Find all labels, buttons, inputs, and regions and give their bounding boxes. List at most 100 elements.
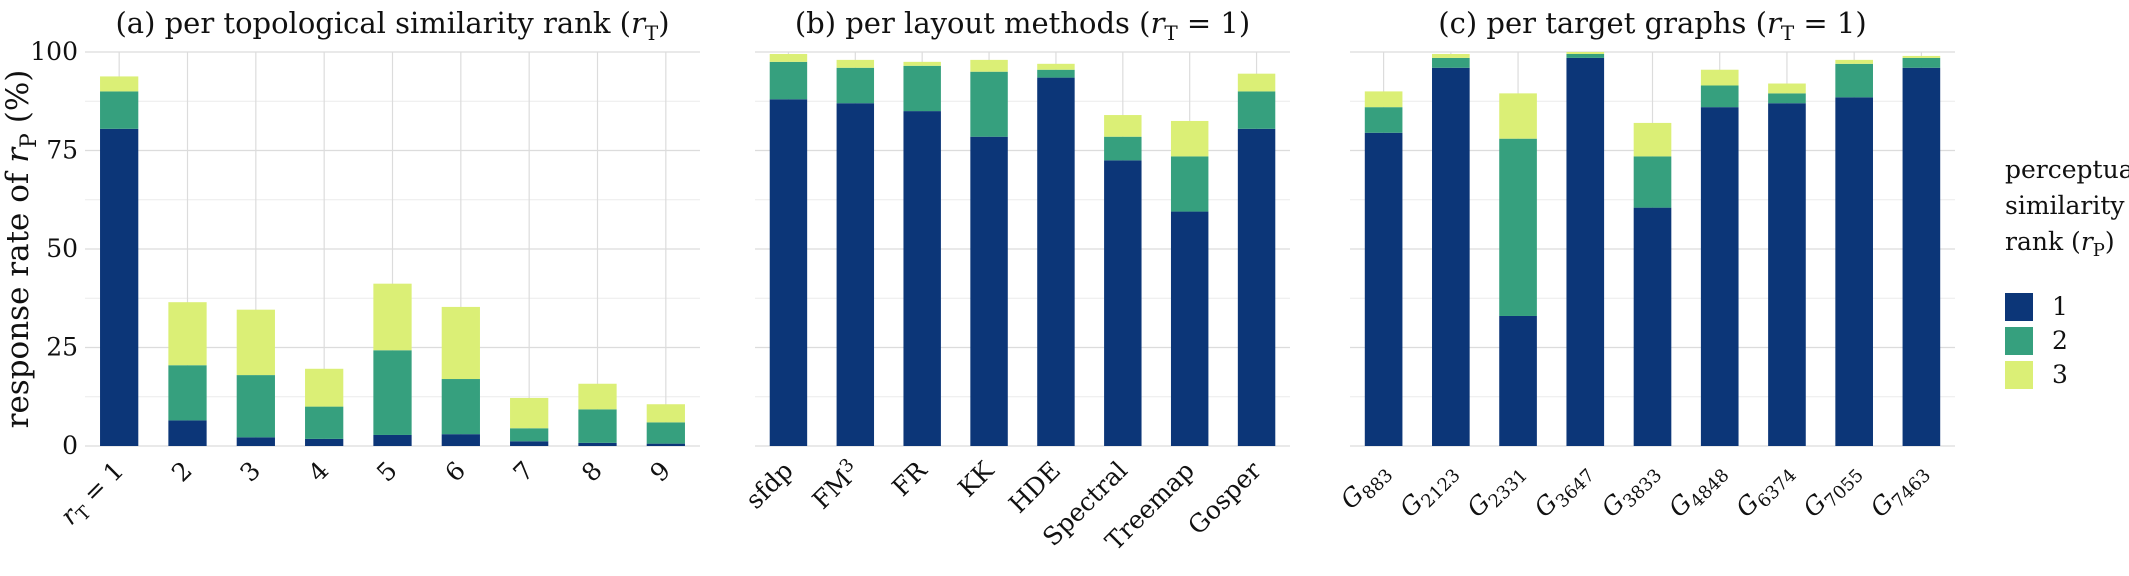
x-tick-label: FR [886, 455, 933, 502]
y-tick-label: 0 [62, 431, 78, 460]
bar-segment-rank-3 [646, 404, 685, 423]
legend-swatch [2005, 361, 2033, 389]
bar-segment-rank-3 [836, 59, 875, 68]
bar-segment-rank-1 [1700, 107, 1739, 446]
bar-segment-rank-3 [100, 76, 139, 92]
bar-segment-rank-3 [1499, 93, 1537, 139]
bar-segment-rank-1 [510, 441, 549, 446]
legend-title: rank (rP​) [2005, 227, 2115, 261]
bar-segment-rank-1 [578, 442, 617, 446]
bar-segment-rank-2 [1037, 69, 1075, 78]
bar-segment-rank-2 [1768, 93, 1806, 104]
chart-panel-3: G883​G2123​G2331​G3647​G3833​G4848​G6374… [1335, 6, 1955, 527]
bar-segment-rank-2 [1633, 156, 1672, 208]
bar-segment-rank-3 [1364, 91, 1403, 108]
bar-segment-rank-3 [305, 368, 344, 407]
x-tick-label: KK [952, 455, 1000, 503]
bar-segment-rank-3 [1104, 115, 1142, 137]
bar-segment-rank-2 [836, 67, 875, 104]
bar-segment-rank-3 [1633, 122, 1672, 157]
bar-segment-rank-1 [1432, 67, 1470, 446]
legend-title: perceptual [2005, 155, 2129, 184]
legend: perceptual similarity rank (rP​) 1 2 3 [2005, 155, 2129, 389]
legend-label: 2 [2052, 326, 2068, 355]
x-tick-label: G883​ [1335, 456, 1397, 518]
chart-panels: rT​ = 1 2 3 4 5 6 7 8 9 (a) per topological simil… [55, 6, 1955, 556]
x-tick-label: G4848​ [1663, 456, 1734, 527]
bar-segment-rank-1 [769, 99, 808, 446]
bars [769, 53, 1276, 447]
x-tick-label: 3 [234, 456, 266, 488]
bar-segment-rank-2 [1499, 138, 1537, 316]
bar-segment-rank-2 [441, 379, 480, 435]
x-tick-label: Gosper [1182, 456, 1267, 541]
x-tick-label: G3833​ [1596, 456, 1667, 527]
bar-segment-rank-2 [1902, 57, 1941, 68]
bar-segment-rank-1 [100, 128, 139, 446]
bar-segment-rank-3 [1237, 73, 1276, 92]
panel-title: (a) per topological similarity rank (rT​… [115, 6, 669, 45]
bar-segment-rank-2 [1835, 63, 1873, 98]
x-tick-label: G2331​ [1461, 456, 1532, 527]
panel-title: (b) per layout methods (rT​ = 1) [795, 6, 1250, 45]
bar-segment-rank-1 [441, 434, 480, 446]
bar-segment-rank-1 [903, 111, 941, 446]
bar-segment-rank-3 [373, 283, 412, 351]
bar-segment-rank-1 [836, 103, 875, 446]
bar-segment-rank-3 [903, 61, 941, 66]
x-tick-label: 4 [303, 456, 335, 488]
x-tick-label: 9 [644, 456, 676, 488]
legend-title: similarity [2005, 191, 2125, 220]
x-tick-label: G7463​ [1865, 456, 1936, 527]
bar-segment-rank-3 [1902, 55, 1941, 58]
bar-segment-rank-3 [1700, 69, 1739, 86]
bar-segment-rank-1 [1835, 97, 1873, 446]
x-tick-label: G2123​ [1394, 456, 1465, 527]
bar-segment-rank-2 [646, 422, 685, 444]
bar-segment-rank-3 [970, 59, 1008, 72]
x-tick-label: rT​ = 1 [55, 456, 133, 534]
bar-segment-rank-1 [970, 136, 1008, 446]
bar-segment-rank-1 [1902, 67, 1941, 446]
bar-segment-rank-3 [168, 302, 207, 366]
bar-segment-rank-3 [236, 309, 275, 376]
bar-segment-rank-3 [1768, 83, 1806, 94]
bars [1364, 52, 1941, 446]
bar-segment-rank-3 [510, 397, 549, 429]
x-tick-label: 8 [576, 456, 608, 488]
bar-segment-rank-1 [1364, 132, 1403, 446]
bar-segment-rank-1 [1237, 128, 1276, 446]
bar-segment-rank-2 [305, 406, 344, 439]
bar-segment-rank-1 [1170, 211, 1209, 446]
x-tick-labels: rT​ = 1 2 3 4 5 6 7 8 9 [55, 456, 676, 534]
y-tick-label: 100 [30, 37, 78, 66]
panel-title: (c) per target graphs (rT​ = 1) [1438, 6, 1866, 45]
bar-segment-rank-1 [168, 420, 207, 446]
y-tick-label: 75 [46, 136, 78, 165]
bar-segment-rank-3 [1037, 63, 1075, 70]
bar-segment-rank-2 [970, 71, 1008, 137]
bar-segment-rank-1 [1768, 103, 1806, 446]
bar-segment-rank-3 [1432, 53, 1470, 58]
bar-segment-rank-2 [1104, 136, 1142, 161]
bar-segment-rank-3 [1566, 52, 1605, 54]
bar-segment-rank-1 [646, 443, 685, 446]
grid [755, 51, 1290, 447]
bar-segment-rank-2 [168, 365, 207, 421]
legend-swatch [2005, 293, 2033, 321]
bar-segment-rank-1 [1104, 160, 1142, 446]
x-tick-label: 5 [371, 456, 403, 488]
bar-segment-rank-2 [100, 91, 139, 129]
bar-segment-rank-1 [1566, 57, 1605, 446]
x-tick-label: 2 [166, 456, 198, 488]
x-tick-label: sfdp [740, 456, 799, 515]
bar-segment-rank-1 [305, 438, 344, 446]
legend-label: 1 [2052, 292, 2068, 321]
legend-label: 3 [2052, 360, 2068, 389]
bar-segment-rank-2 [1170, 156, 1209, 212]
bar-segment-rank-3 [1835, 59, 1873, 64]
bar-segment-rank-2 [1566, 53, 1605, 58]
bar-segment-rank-2 [373, 350, 412, 435]
y-tick-label: 25 [46, 333, 78, 362]
